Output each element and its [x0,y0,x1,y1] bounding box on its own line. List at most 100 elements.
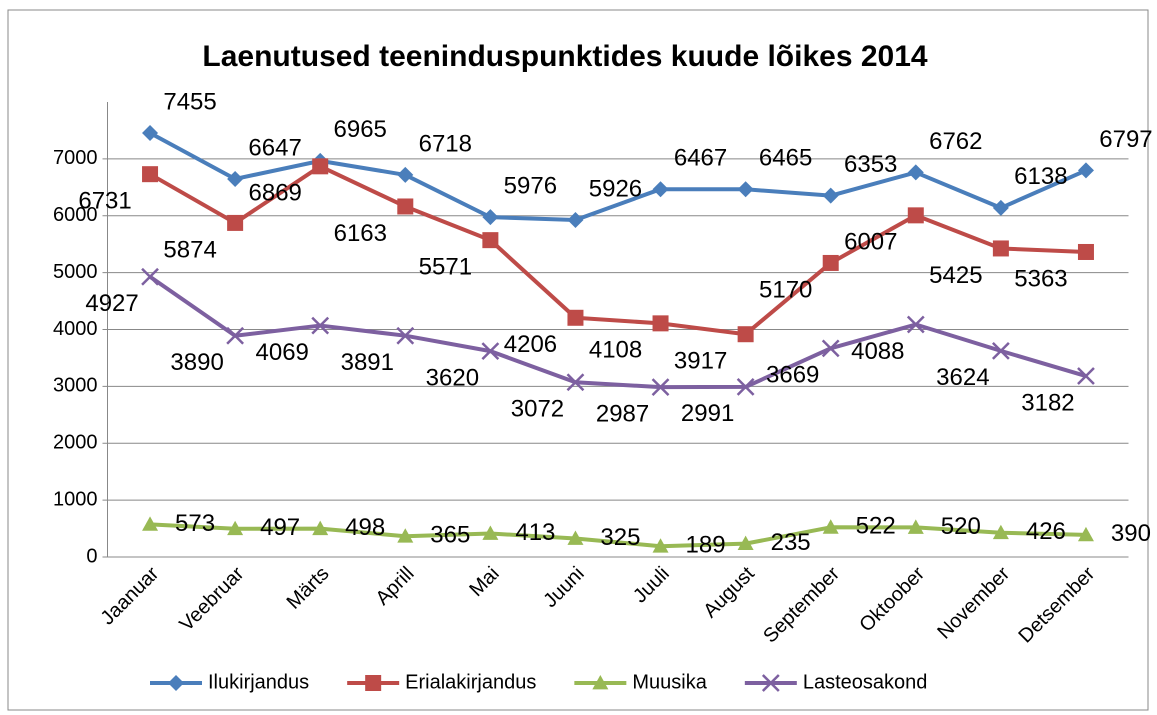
data-label: 6465 [759,145,812,172]
data-label: 4927 [85,290,138,317]
data-label: 6869 [249,180,302,207]
legend-marker [761,674,780,692]
legend-label: Muusika [632,671,707,693]
data-label: 3072 [511,396,564,423]
marker [142,166,159,183]
marker [312,158,329,175]
data-label: 2987 [596,400,649,427]
marker [397,166,414,183]
data-label: 522 [856,513,896,540]
data-label: 6762 [929,128,982,155]
data-label: 189 [686,532,726,559]
data-label: 6163 [334,220,387,247]
marker [652,181,669,198]
marker [311,316,330,335]
marker [737,535,754,551]
legend-label: Lasteosakond [803,671,928,693]
data-label: 3917 [674,348,727,375]
marker [397,198,414,215]
marker [652,538,669,553]
data-label: 6731 [78,188,131,215]
data-label: 426 [1026,518,1066,545]
data-label: 5425 [929,262,982,289]
data-label: 413 [515,519,555,546]
series-line [149,131,1087,222]
data-label: 2991 [681,400,734,427]
y-tick-label: 2000 [53,432,98,454]
marker [142,124,159,141]
marker [907,519,924,534]
marker [482,232,499,249]
marker [906,315,925,334]
y-tick-label: 7000 [53,147,98,169]
data-label: 520 [941,513,981,540]
marker [652,315,669,332]
marker [651,378,670,396]
marker [822,187,839,204]
series-line [149,522,1087,549]
marker [227,214,244,231]
y-tick-label: 5000 [53,261,98,283]
marker [907,207,924,224]
data-label: 5976 [504,172,557,199]
marker [1077,367,1095,385]
marker [312,520,329,536]
data-label: 6718 [419,130,472,157]
marker [991,342,1010,360]
series-line [149,164,1087,337]
marker [992,240,1009,257]
data-label: 5170 [759,276,812,303]
y-tick-label: 6000 [53,204,98,226]
data-label: 6965 [334,116,387,143]
legend-marker [592,675,609,690]
data-label: 3891 [341,349,394,376]
marker [226,326,245,345]
data-label: 390 [1111,520,1151,547]
marker [567,211,584,228]
marker [1077,162,1094,179]
chart-frame [7,9,1149,711]
marker [482,209,499,226]
marker [737,326,754,343]
data-label: 6467 [674,145,727,172]
data-label: 6007 [844,229,897,256]
chart-title: Laenutused teeninduspunktides kuude lõik… [202,40,928,73]
data-label: 6353 [844,151,897,178]
marker [1077,243,1094,260]
data-label: 3890 [170,349,223,376]
marker [142,516,159,531]
data-label: 325 [600,524,640,551]
marker [567,309,584,326]
data-label: 365 [430,522,470,549]
y-tick-label: 3000 [53,375,98,397]
legend-marker [365,675,382,691]
data-label: 5363 [1014,265,1067,292]
marker [481,342,500,360]
marker [397,528,414,543]
marker [821,339,840,358]
data-label: 3182 [1021,389,1074,416]
marker [396,326,415,345]
data-label: 4206 [504,331,557,358]
marker [992,199,1009,216]
legend-marker [168,675,184,691]
marker [227,170,244,187]
marker [992,524,1009,540]
y-tick-label: 1000 [53,488,98,510]
marker [566,373,585,392]
y-tick-label: 4000 [53,318,98,340]
marker [482,525,499,540]
data-label: 6138 [1014,163,1067,190]
series-line [148,275,1087,390]
data-label: 3620 [426,364,479,391]
marker [737,181,754,198]
data-label: 497 [260,514,300,541]
data-label: 3624 [936,364,989,391]
data-label: 4108 [589,337,642,364]
data-label: 5571 [419,253,472,280]
data-label: 4069 [256,339,309,366]
marker [141,267,159,286]
data-label: 5926 [589,175,642,202]
data-label: 573 [175,510,215,537]
